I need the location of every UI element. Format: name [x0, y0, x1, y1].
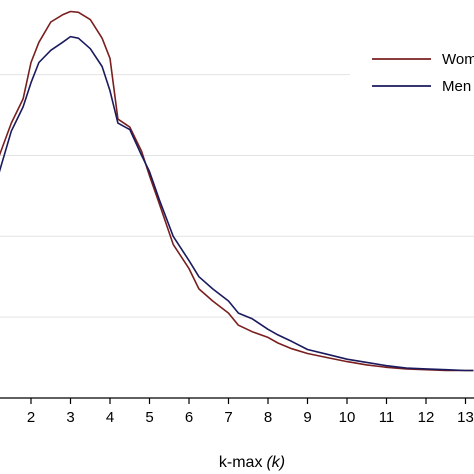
x-axis-title-main: k-max: [219, 454, 263, 471]
legend-box: [350, 36, 474, 126]
x-tick-label-11: 11: [379, 409, 395, 426]
series-line-women: [0, 10, 474, 372]
x-tick-label-10: 10: [339, 409, 356, 426]
x-axis-title: k-max (k): [219, 454, 285, 471]
legend-label-women: Women: [442, 51, 474, 68]
x-tick-label-2: 2: [27, 409, 35, 426]
x-axis-title-variable: (k): [266, 454, 285, 471]
x-axis: 2 3 4 5 6 7 8 9 10 11 12 13: [0, 397, 474, 426]
legend: Women Men: [350, 36, 474, 126]
x-tick-label-4: 4: [106, 409, 114, 426]
x-tick-label-13: 13: [457, 409, 474, 426]
x-tick-label-9: 9: [303, 409, 311, 426]
x-tick-label-3: 3: [66, 409, 74, 426]
x-tick-label-8: 8: [264, 409, 272, 426]
x-tick-label-5: 5: [145, 409, 153, 426]
x-tick-label-7: 7: [224, 409, 232, 426]
series-line-men: [0, 35, 474, 372]
x-tick-label-12: 12: [418, 409, 435, 426]
series-lines: [0, 10, 474, 372]
legend-label-men: Men: [442, 78, 471, 95]
x-tick-label-6: 6: [185, 409, 193, 426]
